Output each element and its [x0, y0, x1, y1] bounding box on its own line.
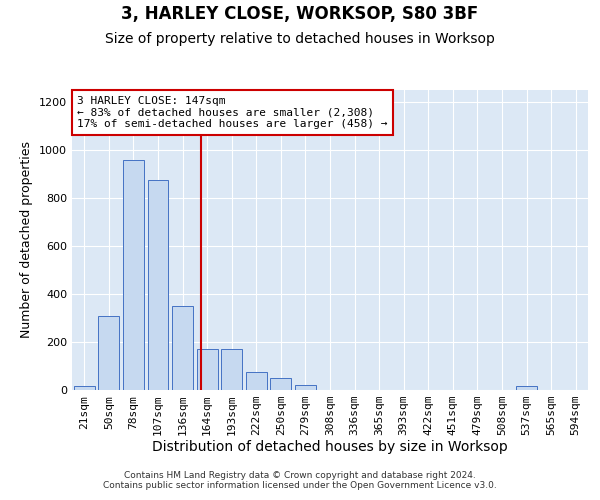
Y-axis label: Number of detached properties: Number of detached properties	[20, 142, 34, 338]
Text: 3 HARLEY CLOSE: 147sqm
← 83% of detached houses are smaller (2,308)
17% of semi-: 3 HARLEY CLOSE: 147sqm ← 83% of detached…	[77, 96, 388, 129]
Bar	[123, 160, 144, 390]
Bar	[271, 378, 292, 390]
Bar	[197, 349, 218, 390]
Bar	[74, 386, 95, 390]
Text: 3, HARLEY CLOSE, WORKSOP, S80 3BF: 3, HARLEY CLOSE, WORKSOP, S80 3BF	[121, 5, 479, 23]
Bar	[295, 385, 316, 390]
Bar	[516, 386, 537, 390]
Text: Contains HM Land Registry data © Crown copyright and database right 2024.
Contai: Contains HM Land Registry data © Crown c…	[103, 470, 497, 490]
Bar	[172, 306, 193, 390]
Text: Size of property relative to detached houses in Worksop: Size of property relative to detached ho…	[105, 32, 495, 46]
Bar	[246, 372, 267, 390]
Text: Distribution of detached houses by size in Worksop: Distribution of detached houses by size …	[152, 440, 508, 454]
Bar	[98, 316, 119, 390]
Bar	[148, 180, 169, 390]
Bar	[221, 349, 242, 390]
